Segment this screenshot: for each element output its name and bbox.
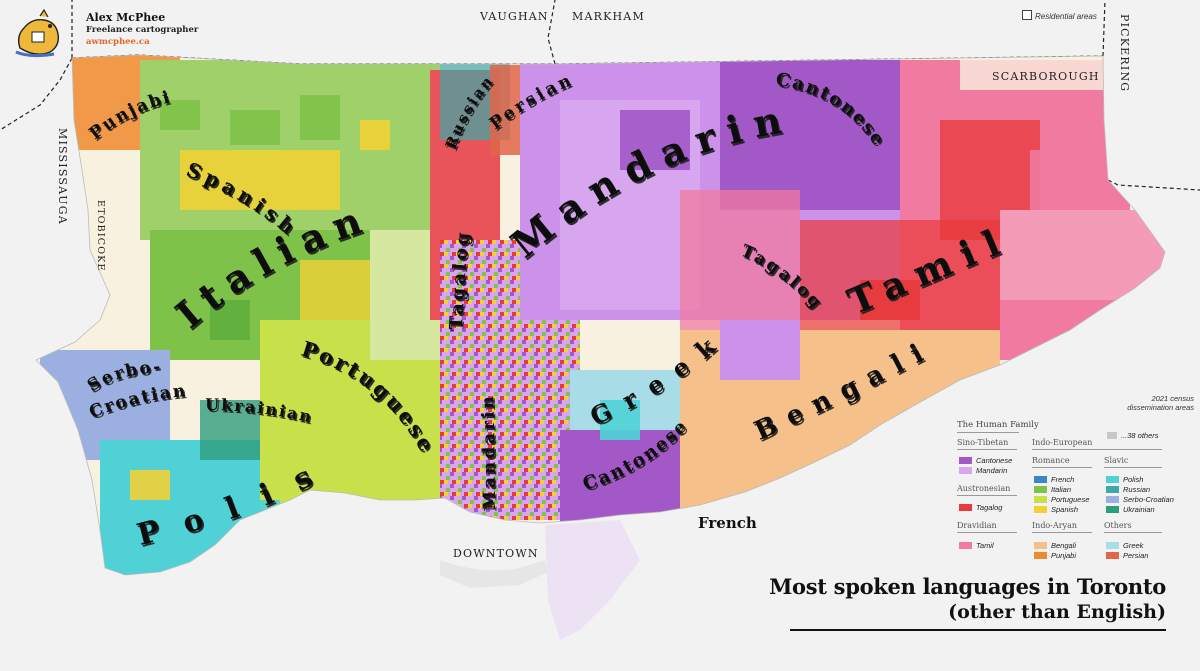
legend-item-others: ...38 others [1107,431,1159,440]
legend-group-indo-european: Indo-European [1032,438,1093,447]
legend-group-others: Others [1104,521,1132,530]
swatch-spanish [1034,506,1047,513]
swatch-ukrainian [1106,506,1119,513]
swatch-polish [1106,476,1119,483]
residential-label: Residential areas [1035,12,1097,21]
legend-heading: The Human Family [957,420,1039,430]
legend-item-bengali: Bengali [1034,541,1076,550]
legend-item-russian: Russian [1106,485,1150,494]
census-line-2: dissemination areas [1127,403,1194,412]
swatch-serbo-croatian [1106,496,1119,503]
author-credit: Alex McPhee Freelance cartographer awmcp… [86,12,198,48]
label-mississauga: MISSISSAUGA [56,128,69,225]
label-pickering: PICKERING [1118,14,1131,92]
legend-item-persian: Persian [1106,551,1148,560]
label-downtown: DOWNTOWN [453,547,539,560]
swatch-mandarin [959,467,972,474]
swatch-cantonese [959,457,972,464]
legend-item-cantonese: Cantonese [959,456,1012,465]
map-title: Most spoken languages in Toronto (other … [769,574,1166,631]
legend-item-ukrainian: Ukrainian [1106,505,1155,514]
swatch-bengali [1034,542,1047,549]
author-role: Freelance cartographer [86,25,199,35]
label-markham: MARKHAM [572,10,645,23]
swatch-tagalog [959,504,972,511]
title-rule [790,629,1166,631]
toronto-islands [440,560,548,588]
legend-item-mandarin: Mandarin [959,466,1007,475]
author-mascot-logo [15,8,60,58]
legend-group-dravidian: Dravidian [957,521,997,530]
svg-text:Mandarin: Mandarin [478,393,500,510]
author-name: Alex McPhee [86,11,166,24]
label-scarborough: SCARBOROUGH [992,70,1100,83]
municipality-labels: VAUGHAN MARKHAM PICKERING MISSISSAUGA ET… [56,10,1131,560]
swatch-punjabi [1034,552,1047,559]
label-etobicoke: ETOBICOKE [95,200,106,272]
label-vaughan: VAUGHAN [479,10,549,23]
legend-group-romance: Romance [1032,456,1070,465]
harbour-lands [545,520,640,640]
census-line-1: 2021 census [1151,394,1194,403]
swatch-others [1107,432,1117,439]
legend-group-indo-aryan: Indo-Aryan [1032,521,1077,530]
legend-item-tamil: Tamil [959,541,994,550]
legend-item-polish: Polish [1106,475,1143,484]
residential-key: Residential areas [1022,10,1097,21]
legend-item-italian: Italian [1034,485,1071,494]
legend-item-tagalog: Tagalog [959,503,1002,512]
legend-group-slavic: Slavic [1104,456,1129,465]
legend-item-serbo-croatian: Serbo-Croatian [1106,495,1174,504]
swatch-portuguese [1034,496,1047,503]
label-french: French [698,514,757,532]
legend-item-greek: Greek [1106,541,1143,550]
swatch-tamil [959,542,972,549]
title-line-2: (other than English) [948,601,1166,623]
swatch-french [1034,476,1047,483]
legend-group-sino-tibetan: Sino-Tibetan [957,438,1009,447]
city-outline [35,54,1166,576]
residential-swatch [1022,10,1032,20]
swatch-russian [1106,486,1119,493]
census-note: 2021 census dissemination areas [1104,394,1194,412]
legend-item-punjabi: Punjabi [1034,551,1076,560]
swatch-greek [1106,542,1119,549]
author-website[interactable]: awmcphee.ca [86,37,150,47]
legend-item-portuguese: Portuguese [1034,495,1089,504]
label-mandarin-s: Mandarin [478,393,497,510]
legend-item-spanish: Spanish [1034,505,1078,514]
swatch-persian [1106,552,1119,559]
legend-group-austronesian: Austronesian [957,484,1011,493]
legend-item-french: French [1034,475,1074,484]
title-line-1: Most spoken languages in Toronto [769,574,1166,599]
swatch-italian [1034,486,1047,493]
